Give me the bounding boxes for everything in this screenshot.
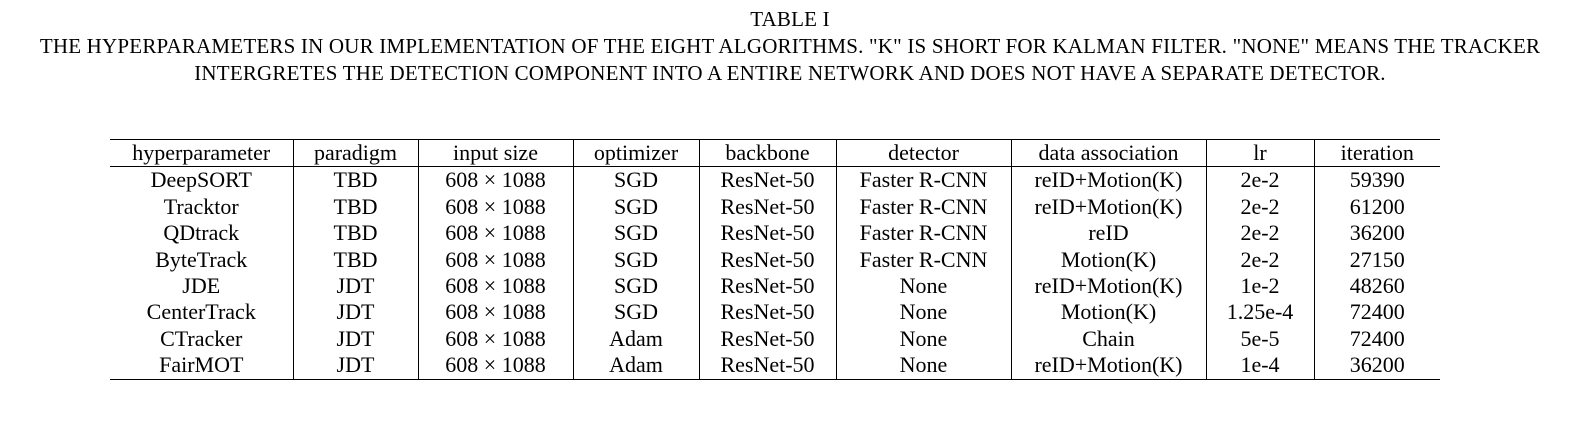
table-cell: 608 × 1088 [417, 246, 573, 274]
column-header: iteration [1313, 139, 1440, 167]
column-header: backbone [698, 139, 836, 167]
table-cell: 608 × 1088 [417, 220, 573, 247]
algorithm-name-cell: FairMOT [159, 352, 244, 378]
column-header: data association [1010, 139, 1206, 167]
column-header: optimizer [572, 139, 699, 167]
table-cell: Motion(K) [1010, 246, 1206, 274]
table-cell: 1.25e-4 [1205, 299, 1314, 326]
table-cell: JDT [292, 325, 418, 353]
table-cell: TBD [292, 220, 418, 247]
table-cell: 608 × 1088 [417, 325, 573, 353]
table-row: ByteTrack TBD 608 × 1088 SGD ResNet-50 Faster… [110, 246, 1440, 274]
column-header: hyperparameter [132, 140, 271, 165]
table-cell: ResNet-50 [698, 352, 836, 380]
table-cell: TBD [292, 166, 418, 194]
header-row: hyperparameter paradigm input size optim… [110, 139, 1440, 167]
table-cell: reID+Motion(K) [1010, 166, 1206, 194]
algorithm-name-cell: Tracktor [163, 193, 239, 219]
table-caption-text: THE HYPERPARAMETERS IN OUR IMPLEMENTATIO… [39, 34, 1541, 85]
table-cell: Chain [1010, 325, 1206, 353]
table-cell: 48260 [1313, 273, 1440, 300]
table-cell: 59390 [1313, 166, 1440, 194]
table-cell: 36200 [1313, 352, 1440, 380]
table-cell: ResNet-50 [698, 325, 836, 353]
table-cell: TBD [292, 193, 418, 221]
table-cell: ResNet-50 [698, 246, 836, 274]
table-body: DeepSORT TBD 608 × 1088 SGD ResNet-50 Faster … [110, 166, 1440, 380]
table-cell: SGD [572, 299, 699, 326]
table-row: JDE JDT 608 × 1088 SGD ResNet-50 None reID+Mot… [110, 273, 1440, 300]
algorithm-name-cell: CenterTrack [146, 299, 256, 325]
table-cell: reID+Motion(K) [1010, 352, 1206, 380]
table-cell: 72400 [1313, 299, 1440, 326]
column-header: detector [835, 139, 1011, 167]
table-cell: TBD [292, 246, 418, 274]
table-cell: SGD [572, 273, 699, 300]
table-cell: 1e-4 [1205, 352, 1314, 380]
column-header: lr [1205, 139, 1314, 167]
table-cell: None [835, 325, 1011, 353]
table-cell: Faster R-CNN [835, 220, 1011, 247]
table-cell: reID+Motion(K) [1010, 273, 1206, 300]
table-cell: ResNet-50 [698, 193, 836, 221]
algorithm-name-cell: JDE [182, 273, 221, 299]
table-cell: 2e-2 [1205, 193, 1314, 221]
table-cell: None [835, 299, 1011, 326]
table-cell: 5e-5 [1205, 325, 1314, 353]
algorithm-name-cell: CTracker [160, 325, 243, 351]
table-label: TABLE I [750, 7, 830, 31]
algorithm-name-cell: DeepSORT [150, 167, 252, 193]
algorithm-name-cell: QDtrack [163, 220, 240, 246]
table-cell: 61200 [1313, 193, 1440, 221]
table-cell: 1e-2 [1205, 273, 1314, 300]
table-cell: None [835, 273, 1011, 300]
table-cell: Adam [572, 352, 699, 380]
table-cell: JDT [292, 299, 418, 326]
table-cell: 2e-2 [1205, 246, 1314, 274]
table-caption: TABLE I THE HYPERPARAMETERS IN OUR IMPLE… [0, 6, 1580, 87]
table-cell: 608 × 1088 [417, 352, 573, 380]
table-cell: 2e-2 [1205, 166, 1314, 194]
column-header: paradigm [292, 139, 418, 167]
table-cell: 608 × 1088 [417, 299, 573, 326]
table-row: DeepSORT TBD 608 × 1088 SGD ResNet-50 Faster … [110, 166, 1440, 194]
table-row: Tracktor TBD 608 × 1088 SGD ResNet-50 Faster … [110, 193, 1440, 221]
table-cell: ResNet-50 [698, 273, 836, 300]
table-cell: SGD [572, 246, 699, 274]
table-cell: 608 × 1088 [417, 273, 573, 300]
table-cell: 27150 [1313, 246, 1440, 274]
table-cell: ResNet-50 [698, 299, 836, 326]
table-cell: 72400 [1313, 325, 1440, 353]
table-cell: 2e-2 [1205, 220, 1314, 247]
table-cell: SGD [572, 193, 699, 221]
table-cell: ResNet-50 [698, 166, 836, 194]
table-cell: ResNet-50 [698, 220, 836, 247]
table-row: CTracker JDT 608 × 1088 Adam ResNet-50 None Ch… [110, 325, 1440, 353]
table-cell: JDT [292, 352, 418, 380]
table-cell: Faster R-CNN [835, 166, 1011, 194]
table-cell: Motion(K) [1010, 299, 1206, 326]
table-cell: None [835, 352, 1011, 380]
column-header: input size [417, 139, 573, 167]
table-cell: JDT [292, 273, 418, 300]
table-cell: Faster R-CNN [835, 246, 1011, 274]
table-cell: reID [1010, 220, 1206, 247]
table-row: QDtrack TBD 608 × 1088 SGD ResNet-50 Faster R… [110, 220, 1440, 247]
algorithm-name-cell: ByteTrack [155, 246, 248, 272]
table-cell: 608 × 1088 [417, 166, 573, 194]
table-cell: SGD [572, 220, 699, 247]
hyperparameter-table: hyperparameter paradigm input size optim… [110, 139, 1440, 380]
table-row: FairMOT JDT 608 × 1088 Adam ResNet-50 None reI… [110, 352, 1440, 380]
table-row: CenterTrack JDT 608 × 1088 SGD ResNet-50 None… [110, 299, 1440, 326]
table-cell: SGD [572, 166, 699, 194]
table-cell: reID+Motion(K) [1010, 193, 1206, 221]
table-cell: 608 × 1088 [417, 193, 573, 221]
table-cell: Adam [572, 325, 699, 353]
table-cell: Faster R-CNN [835, 193, 1011, 221]
table-cell: 36200 [1313, 220, 1440, 247]
